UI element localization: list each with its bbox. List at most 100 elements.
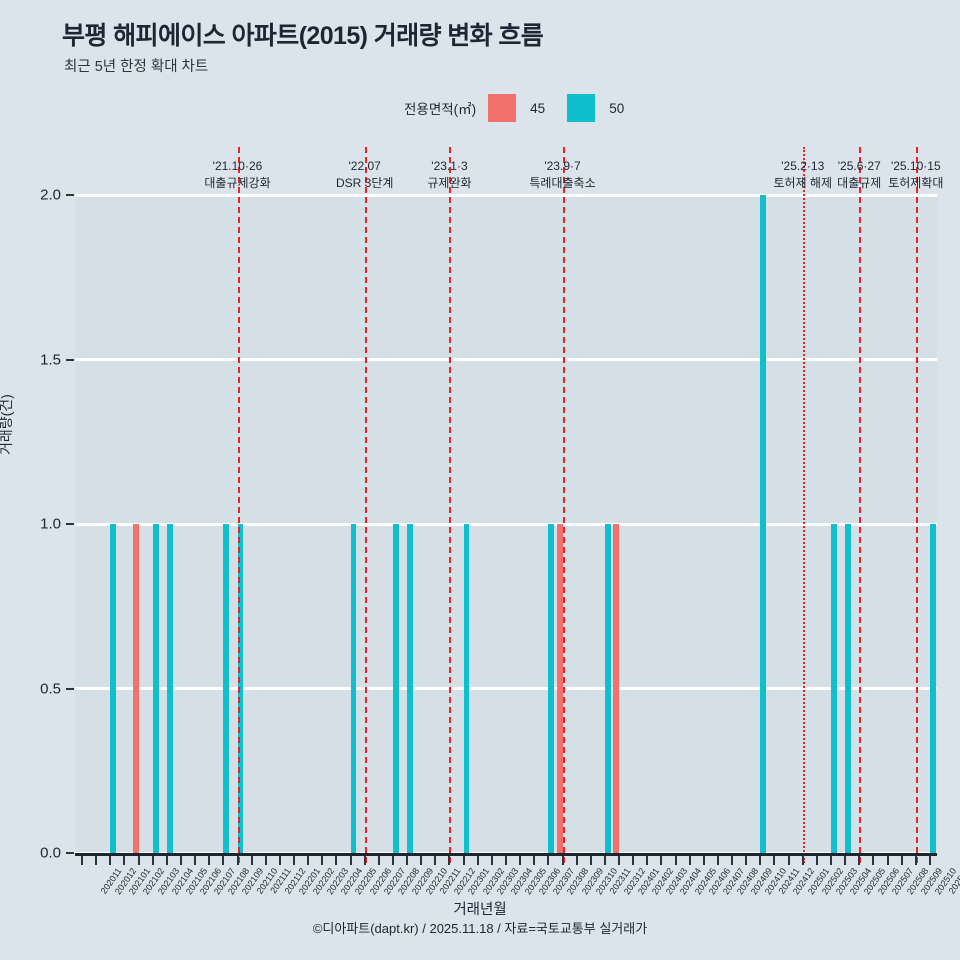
x-tick-mark (95, 856, 98, 865)
x-tick-mark (886, 856, 889, 865)
x-tick-mark (603, 856, 606, 865)
x-tick-mark (801, 856, 804, 865)
event-annotation-202510: '25.10·15 토허제확대 (856, 158, 960, 192)
x-tick-mark (589, 856, 592, 865)
x-tick-mark (377, 856, 380, 865)
x-tick-mark (688, 856, 691, 865)
event-line-202510 (915, 147, 918, 863)
event-annotation-202110: '21.10·26 대출규제강화 (178, 158, 298, 192)
event-line-202502 (802, 147, 805, 863)
x-tick-mark (293, 856, 296, 865)
x-tick-mark (731, 856, 734, 865)
x-tick-mark (420, 856, 423, 865)
x-tick-mark (773, 856, 776, 865)
x-tick-mark (858, 856, 861, 865)
x-tick-mark (830, 856, 833, 865)
x-tick-mark (914, 856, 917, 865)
footer-note: ©디아파트(dapt.kr) / 2025.11.18 / 자료=국토교통부 실… (312, 921, 648, 936)
event-line-202506 (859, 147, 862, 863)
chart-title: 부평 해피에이스 아파트(2015) 거래량 변화 흐름 (62, 22, 544, 50)
y-tick-mark (66, 523, 74, 525)
bar-50-202511 (929, 524, 936, 853)
bar-50-202302 (463, 524, 470, 853)
y-tick-label: 1.5 (40, 351, 61, 368)
plot-area (75, 147, 937, 863)
x-tick-mark (533, 856, 536, 865)
bar-50-202109 (223, 524, 230, 853)
x-tick-mark (307, 856, 310, 865)
event-text: 규제완화 (427, 176, 472, 190)
event-date: '25.10·15 (890, 159, 941, 173)
x-axis-line (75, 853, 937, 856)
gridline (75, 687, 937, 690)
x-tick-mark (109, 856, 112, 865)
event-line-202301 (449, 147, 452, 863)
gridline (75, 358, 937, 361)
event-text: 대출규제강화 (204, 176, 271, 190)
bar-50-202411 (760, 195, 767, 853)
x-tick-mark (335, 856, 338, 865)
x-tick-mark (363, 856, 366, 865)
event-date: '21.10·26 (212, 159, 263, 173)
bar-50-202105 (166, 524, 173, 853)
x-tick-mark (137, 856, 140, 865)
x-tick-mark (448, 856, 451, 865)
bar-45-202103 (132, 524, 139, 853)
x-tick-mark (646, 856, 649, 865)
x-tick-mark (123, 856, 126, 865)
y-tick-mark (66, 194, 74, 196)
x-tick-mark (575, 856, 578, 865)
x-tick-mark (434, 856, 437, 865)
y-tick-label: 1.0 (40, 515, 61, 533)
event-text: DSR 3단계 (335, 176, 394, 190)
x-tick-mark (490, 856, 493, 865)
x-tick-mark (561, 856, 564, 865)
legend-label-50: 50 (609, 100, 625, 116)
bar-50-202505 (845, 524, 851, 853)
event-annotation-202309: '23.9·7 특례대출축소 (503, 158, 623, 192)
bar-50-202504 (831, 524, 837, 853)
x-tick-mark (505, 856, 507, 865)
x-tick-mark (278, 856, 281, 865)
x-tick-mark (250, 856, 253, 865)
x-tick-mark (900, 856, 903, 865)
x-tick-mark (660, 856, 663, 865)
x-tick-mark (618, 856, 621, 865)
event-date: '23.1·3 (431, 159, 468, 173)
y-tick-label: 2.0 (40, 186, 61, 204)
event-annotation-202301: '23.1·3 규제완화 (389, 158, 509, 192)
x-tick-mark (815, 856, 818, 865)
y-axis-title: 거래량(건) (0, 394, 14, 455)
gridline (75, 193, 937, 197)
legend-swatch-50 (567, 94, 596, 122)
bar-50-202210 (407, 524, 413, 853)
event-annotation-202502: '25.2·13 토허제 해제 (743, 158, 863, 192)
x-tick-mark (632, 856, 635, 865)
x-tick-mark (151, 856, 154, 865)
x-tick-mark (208, 856, 211, 865)
x-tick-mark (81, 856, 84, 865)
event-line-202110 (237, 147, 240, 863)
legend-title: 전용면적(㎡) (404, 102, 477, 117)
x-tick-mark (179, 856, 182, 865)
event-date: '25.6·27 (837, 159, 881, 173)
event-date: '23.9·7 (544, 159, 581, 173)
y-tick-mark (66, 358, 74, 361)
bar-50-202308 (548, 524, 555, 853)
chart-subtitle: 최근 5년 한정 확대 차트 (64, 59, 209, 75)
x-tick-mark (716, 856, 719, 865)
x-tick-mark (844, 856, 847, 865)
x-tick-mark (787, 856, 790, 865)
x-axis-title: 거래년월 (453, 902, 507, 918)
bar-50-202312 (604, 524, 611, 853)
event-text: 토허제 해제 (773, 176, 833, 190)
x-tick-mark (391, 856, 394, 865)
bar-50-202104 (152, 524, 159, 853)
bar-50-202101 (110, 524, 117, 853)
x-tick-mark (872, 856, 875, 865)
x-tick-mark (674, 856, 677, 865)
x-tick-mark (745, 856, 748, 865)
x-tick-mark (194, 856, 197, 865)
event-annotation-202506: '25.6·27 대출규제 (799, 158, 919, 192)
y-tick-mark (66, 852, 74, 854)
